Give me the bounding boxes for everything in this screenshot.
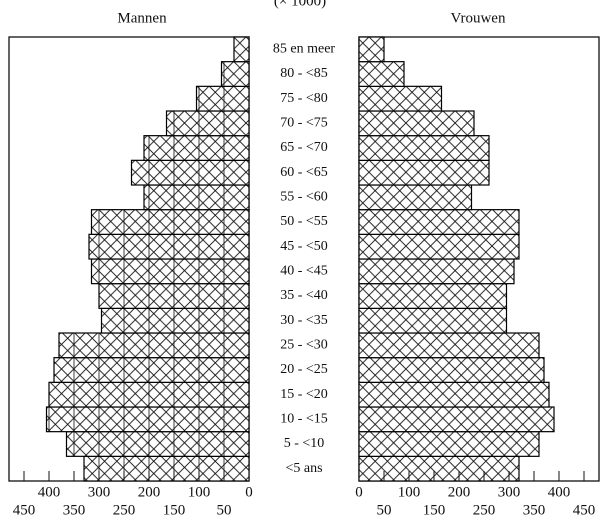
- category-label: 75 - <80: [280, 91, 328, 106]
- male-bar: [165, 110, 250, 137]
- female-bar: [358, 258, 515, 285]
- male-bar: [195, 85, 250, 112]
- female-bar: [358, 85, 443, 112]
- male-bar: [83, 455, 250, 482]
- category-label: 20 - <25: [280, 362, 328, 377]
- female-bar: [358, 332, 540, 359]
- category-label: 30 - <35: [280, 313, 328, 328]
- category-label: 40 - <45: [280, 264, 328, 279]
- right-tick-label: 250: [473, 502, 496, 518]
- right-title: Vrouwen: [451, 10, 506, 26]
- female-bar: [358, 455, 520, 482]
- category-label: 35 - <40: [280, 288, 328, 303]
- right-tick-label: 400: [548, 484, 571, 500]
- category-label: 60 - <65: [280, 165, 328, 180]
- category-label: 25 - <30: [280, 338, 328, 353]
- left-tick-label: 50: [217, 502, 232, 518]
- female-bar: [358, 110, 475, 137]
- category-label: 85 en meer: [273, 42, 336, 57]
- male-bar: [143, 135, 250, 161]
- category-label: 70 - <75: [280, 116, 328, 131]
- female-bar: [358, 135, 490, 161]
- female-bar: [358, 307, 508, 334]
- category-label: <5 ans: [285, 461, 322, 476]
- category-label: 5 - <10: [284, 436, 325, 451]
- female-bar: [358, 184, 473, 211]
- female-bar: [358, 61, 405, 87]
- female-bar: [358, 283, 508, 309]
- right-tick-label: 0: [355, 484, 363, 500]
- unit-note: (× 1000): [274, 0, 326, 9]
- right-tick-label: 150: [423, 502, 446, 518]
- male-bar: [88, 233, 250, 260]
- female-bar: [358, 406, 555, 433]
- male-bar: [90, 209, 250, 235]
- category-label: 10 - <15: [280, 412, 328, 427]
- male-bar: [65, 431, 250, 457]
- left-tick-label: 400: [38, 484, 61, 500]
- male-bar: [220, 61, 250, 87]
- male-bar: [130, 159, 250, 186]
- male-bar: [53, 357, 250, 383]
- male-bar: [143, 184, 250, 211]
- right-tick-label: 200: [448, 484, 471, 500]
- female-bar: [358, 159, 490, 186]
- category-label: 55 - <60: [280, 190, 328, 205]
- left-tick-label: 450: [13, 502, 36, 518]
- female-bar: [358, 36, 385, 63]
- male-bar: [90, 258, 250, 285]
- left-tick-label: 150: [163, 502, 186, 518]
- left-tick-label: 0: [245, 484, 253, 500]
- category-label: 80 - <85: [280, 66, 328, 81]
- left-tick-label: 300: [88, 484, 111, 500]
- left-title: Mannen: [117, 10, 167, 26]
- male-bar: [233, 36, 250, 63]
- right-tick-label: 350: [523, 502, 546, 518]
- right-tick-label: 300: [498, 484, 521, 500]
- category-label: 65 - <70: [280, 140, 328, 155]
- male-bar: [58, 332, 250, 359]
- female-bar: [358, 233, 520, 260]
- right-tick-label: 100: [398, 484, 421, 500]
- female-bar: [358, 209, 520, 235]
- left-tick-label: 350: [63, 502, 86, 518]
- category-label: 45 - <50: [280, 239, 328, 254]
- female-bar: [358, 431, 540, 457]
- category-label: 50 - <55: [280, 214, 328, 229]
- male-bar: [45, 406, 250, 433]
- female-bar: [358, 381, 550, 408]
- female-bar: [358, 357, 545, 383]
- left-tick-label: 200: [138, 484, 161, 500]
- right-tick-label: 450: [573, 502, 596, 518]
- male-bar: [100, 307, 250, 334]
- category-label: 15 - <20: [280, 387, 328, 402]
- left-tick-label: 100: [188, 484, 211, 500]
- left-tick-label: 250: [113, 502, 136, 518]
- right-tick-label: 50: [377, 502, 392, 518]
